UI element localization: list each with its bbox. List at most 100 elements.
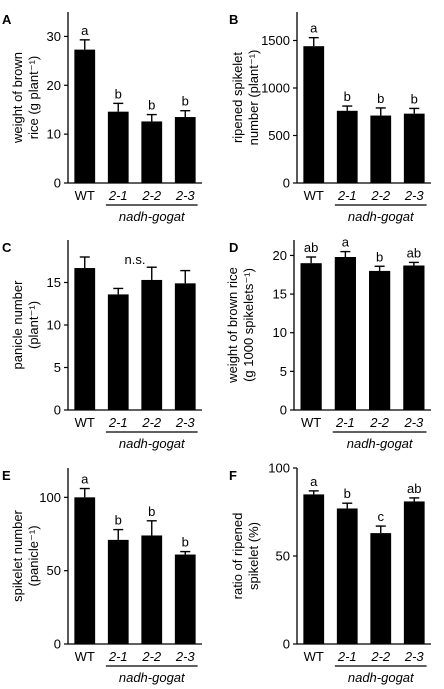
bar	[74, 497, 96, 644]
y-tick-label: 10	[47, 318, 61, 333]
y-tick-label: 0	[280, 403, 287, 418]
significance-letter: b	[182, 535, 189, 550]
y-axis-label: ratio of ripened	[230, 513, 245, 600]
group-label: nadh-gogat	[119, 209, 186, 224]
y-tick-label: 0	[283, 176, 290, 191]
significance-letter: b	[344, 486, 351, 501]
y-tick-label: 15	[47, 275, 61, 290]
bar	[174, 283, 196, 410]
y-axis-label: spikelet (%)	[246, 522, 261, 590]
significance-letter: a	[310, 474, 318, 489]
bar	[141, 535, 163, 644]
x-tick-label: 2-1	[337, 649, 357, 664]
x-tick-label: 2-3	[175, 415, 196, 430]
y-tick-label: 10	[273, 325, 287, 340]
y-tick-label: 1000	[261, 81, 290, 96]
significance-letter: b	[148, 504, 155, 519]
y-axis-label: panicle number	[10, 280, 25, 370]
significance-letter: c	[378, 509, 385, 524]
bar	[174, 554, 196, 644]
y-tick-label: 500	[268, 128, 290, 143]
panel-label: D	[229, 240, 238, 255]
bar	[403, 501, 425, 644]
x-tick-label: 2-2	[141, 649, 162, 664]
panel-f: F 0 50 100 ratio of ripened spikelet (%) a WT b 2…	[229, 461, 431, 685]
significance-letter: ab	[304, 240, 318, 255]
group-label: nadh-gogat	[119, 436, 186, 451]
bar	[336, 110, 358, 183]
y-tick-label: 20	[47, 78, 61, 93]
x-tick-label: 2-1	[335, 415, 355, 430]
x-tick-label: WT	[75, 649, 95, 664]
x-tick-label: 2-3	[175, 188, 196, 203]
x-tick-label: WT	[301, 415, 321, 430]
panel-label: B	[229, 12, 238, 27]
significance-letter: b	[115, 86, 122, 101]
bar	[74, 268, 96, 410]
y-tick-label: 100	[268, 461, 290, 476]
x-tick-label: 2-2	[370, 649, 391, 664]
y-tick-label: 50	[276, 549, 290, 564]
bar	[336, 508, 358, 644]
x-tick-label: WT	[304, 188, 324, 203]
panel-label: A	[2, 12, 12, 27]
y-tick-label: 0	[54, 176, 61, 191]
group-label: nadh-gogat	[348, 209, 415, 224]
bar	[107, 111, 129, 183]
bar	[141, 279, 163, 410]
bar	[403, 265, 425, 410]
significance-letter: b	[182, 94, 189, 109]
x-tick-label: 2-2	[141, 188, 162, 203]
y-tick-label: 30	[47, 29, 61, 44]
group-label: nadh-gogat	[119, 670, 186, 685]
x-tick-label: 2-2	[369, 415, 390, 430]
bar	[303, 494, 325, 644]
bar	[141, 121, 163, 183]
bar	[370, 533, 392, 644]
y-axis-label: ripened spikelet	[230, 52, 245, 143]
y-tick-label: 5	[54, 360, 61, 375]
significance-letter: b	[344, 89, 351, 104]
bar	[403, 113, 425, 183]
y-axis-label: weight of brown	[10, 52, 25, 144]
y-axis-label: number (plant⁻¹)	[246, 50, 261, 146]
y-axis-label: (g 1000 spikelets⁻¹)	[241, 268, 256, 382]
x-tick-label: 2-1	[337, 188, 357, 203]
significance-letter: ab	[407, 481, 421, 496]
x-tick-label: 2-3	[403, 415, 424, 430]
significance-letter: a	[342, 235, 350, 250]
y-tick-label: 5	[280, 364, 287, 379]
panel-e: E 0 50 100 spikelet number (panicle⁻¹) a WT b 2-1…	[2, 468, 202, 685]
x-tick-label: WT	[304, 649, 324, 664]
bar	[334, 257, 356, 410]
significance-letter: b	[411, 91, 418, 106]
group-label: nadh-gogat	[348, 670, 415, 685]
y-axis-label: rice (g plant⁻¹)	[26, 56, 41, 139]
group-label: nadh-gogat	[347, 436, 414, 451]
panel-a: A 0 10 20 30 weight of brown rice (g plant⁻¹) a…	[2, 12, 202, 224]
significance-letter: a	[310, 21, 318, 36]
x-tick-label: WT	[75, 188, 95, 203]
x-tick-label: WT	[75, 415, 95, 430]
x-tick-label: 2-2	[370, 188, 391, 203]
bar	[370, 115, 392, 183]
x-tick-label: 2-1	[108, 188, 128, 203]
x-tick-label: 2-3	[175, 649, 196, 664]
significance-letter: b	[148, 98, 155, 113]
significance-letter: ab	[407, 245, 421, 260]
bar	[74, 49, 96, 184]
x-tick-label: 2-1	[108, 649, 128, 664]
bar	[174, 117, 196, 183]
panel-label: C	[2, 240, 12, 255]
panel-b: B 0 500 1000 1500 ripened spikelet number (pla…	[229, 12, 431, 224]
y-tick-label: 10	[47, 127, 61, 142]
panel-label: F	[229, 468, 237, 483]
annotation-ns: n.s.	[125, 252, 146, 267]
y-tick-label: 100	[39, 490, 61, 505]
y-tick-label: 20	[273, 248, 287, 263]
y-tick-label: 1500	[261, 33, 290, 48]
y-axis-label: spikelet number	[10, 509, 25, 601]
panel-c: C 0 5 10 15 panicle number (plant⁻¹) WT 2-1 2-2 2-…	[2, 240, 202, 451]
significance-letter: b	[376, 249, 383, 264]
